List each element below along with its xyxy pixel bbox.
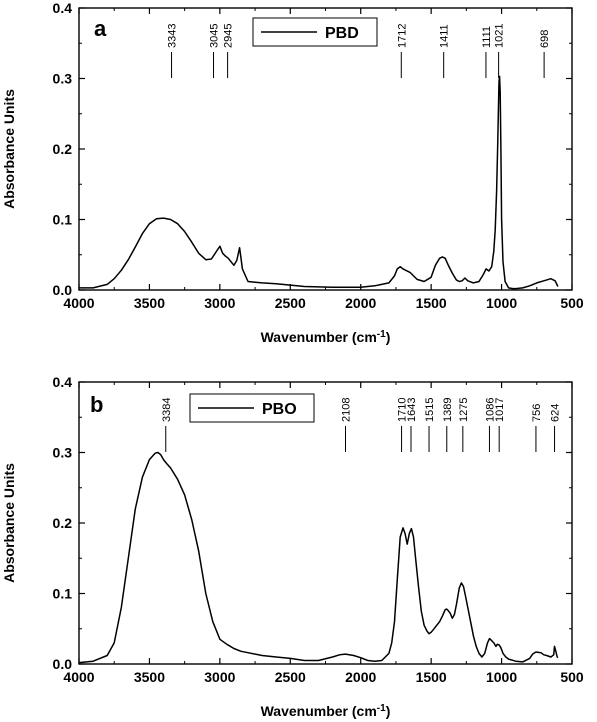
y-tick-label: 0.1 <box>53 586 73 602</box>
peak-label: 1712 <box>396 24 408 48</box>
y-axis-title: Absorbance Units <box>1 463 17 583</box>
y-tick-label: 0.1 <box>53 212 73 228</box>
panel-letter: a <box>94 16 107 41</box>
x-tick-label: 1500 <box>416 295 447 311</box>
x-tick-label: 2500 <box>275 669 306 685</box>
plot-frame <box>78 381 573 665</box>
peak-label: 3343 <box>167 24 179 48</box>
x-axis-title-superscript: -1 <box>377 703 386 714</box>
x-tick-label: 1000 <box>486 295 517 311</box>
y-tick-label: 0.3 <box>53 71 73 87</box>
legend-label: PBD <box>325 25 359 42</box>
x-axis-title-main: Wavenumber (cm <box>261 329 377 345</box>
y-axis-title: Absorbance Units <box>1 89 17 209</box>
peak-label: 1086 <box>484 398 496 422</box>
y-tick-label: 0.4 <box>53 0 73 16</box>
x-tick-label: 1000 <box>486 669 517 685</box>
series-line-pbd <box>79 75 559 290</box>
x-axis-title-close: ) <box>386 329 391 345</box>
x-tick-label: 3000 <box>204 669 235 685</box>
peak-label: 1021 <box>494 24 506 48</box>
peak-label: 2945 <box>223 24 235 48</box>
peak-label: 624 <box>550 404 562 422</box>
x-tick-label: 2000 <box>345 669 376 685</box>
y-tick-label: 0.0 <box>53 656 73 672</box>
x-axis-title: Wavenumber (cm-1) <box>261 329 391 346</box>
x-tick-label: 1500 <box>416 669 447 685</box>
peak-label: 3045 <box>209 24 221 48</box>
chart-panel-b: 4000 3500 3000 2500 2000 1500 1000 500 0.0 0.1 0.2… <box>1 374 584 719</box>
x-tick-label: 2500 <box>275 295 306 311</box>
x-axis-title-close: ) <box>386 703 391 719</box>
peak-label: 1515 <box>424 398 436 422</box>
chart-panel-a: 4000 3500 3000 2500 2000 1500 1000 500 0.0 0.1 0.2… <box>1 0 584 345</box>
peak-label: 1643 <box>406 398 418 422</box>
peak-label: 1710 <box>397 398 409 422</box>
peak-label: 756 <box>531 404 543 422</box>
x-tick-label: 2000 <box>345 295 376 311</box>
panel-letter: b <box>90 392 103 417</box>
peak-label: 698 <box>539 30 551 48</box>
y-tick-label: 0.2 <box>53 141 73 157</box>
x-axis-title: Wavenumber (cm-1) <box>261 703 391 720</box>
x-tick-label: 4000 <box>63 295 94 311</box>
x-axis-title-main: Wavenumber (cm <box>261 703 377 719</box>
peak-label: 1275 <box>458 398 470 422</box>
x-tick-label: 3000 <box>204 295 235 311</box>
series-line-pbo <box>78 451 559 664</box>
peak-label: 1111 <box>481 26 493 48</box>
legend-label: PBO <box>262 401 297 418</box>
y-tick-label: 0.3 <box>53 445 73 461</box>
x-tick-label: 500 <box>560 669 584 685</box>
peak-label: 2108 <box>341 398 353 422</box>
peak-label: 3384 <box>161 398 173 422</box>
x-tick-label: 500 <box>560 295 584 311</box>
x-tick-label: 3500 <box>134 295 165 311</box>
peak-label: 1411 <box>439 24 451 48</box>
y-tick-label: 0.4 <box>53 374 73 390</box>
y-tick-label: 0.0 <box>53 282 73 298</box>
y-tick-label: 0.2 <box>53 515 73 531</box>
peak-label: 1389 <box>442 398 454 422</box>
x-tick-label: 3500 <box>134 669 165 685</box>
peak-label: 1017 <box>494 398 506 422</box>
x-tick-label: 4000 <box>63 669 94 685</box>
x-axis-title-superscript: -1 <box>377 329 386 340</box>
